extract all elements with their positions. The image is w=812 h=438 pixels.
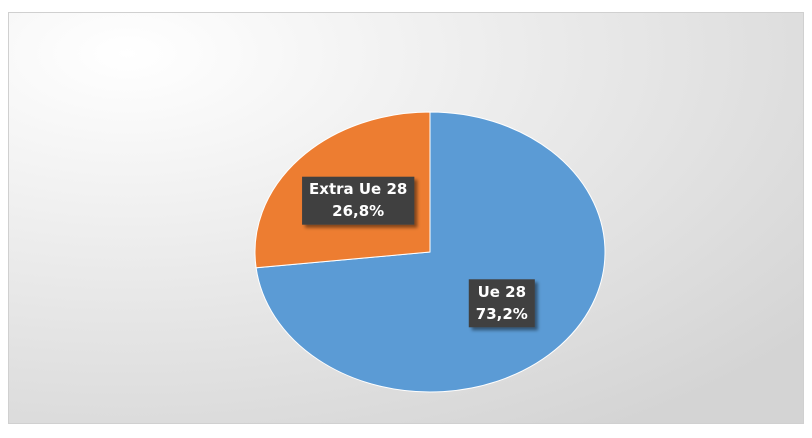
data-labels: Ue 28 73,2% Extra Ue 28 26,8% (302, 176, 535, 328)
label-category: Extra Ue 28 (309, 180, 407, 198)
label-value: 73,2% (476, 305, 528, 323)
label-box (302, 176, 415, 225)
label-category: Ue 28 (478, 283, 526, 301)
label-box (468, 279, 535, 328)
label-value: 26,8% (332, 202, 384, 220)
pie (254, 111, 606, 393)
